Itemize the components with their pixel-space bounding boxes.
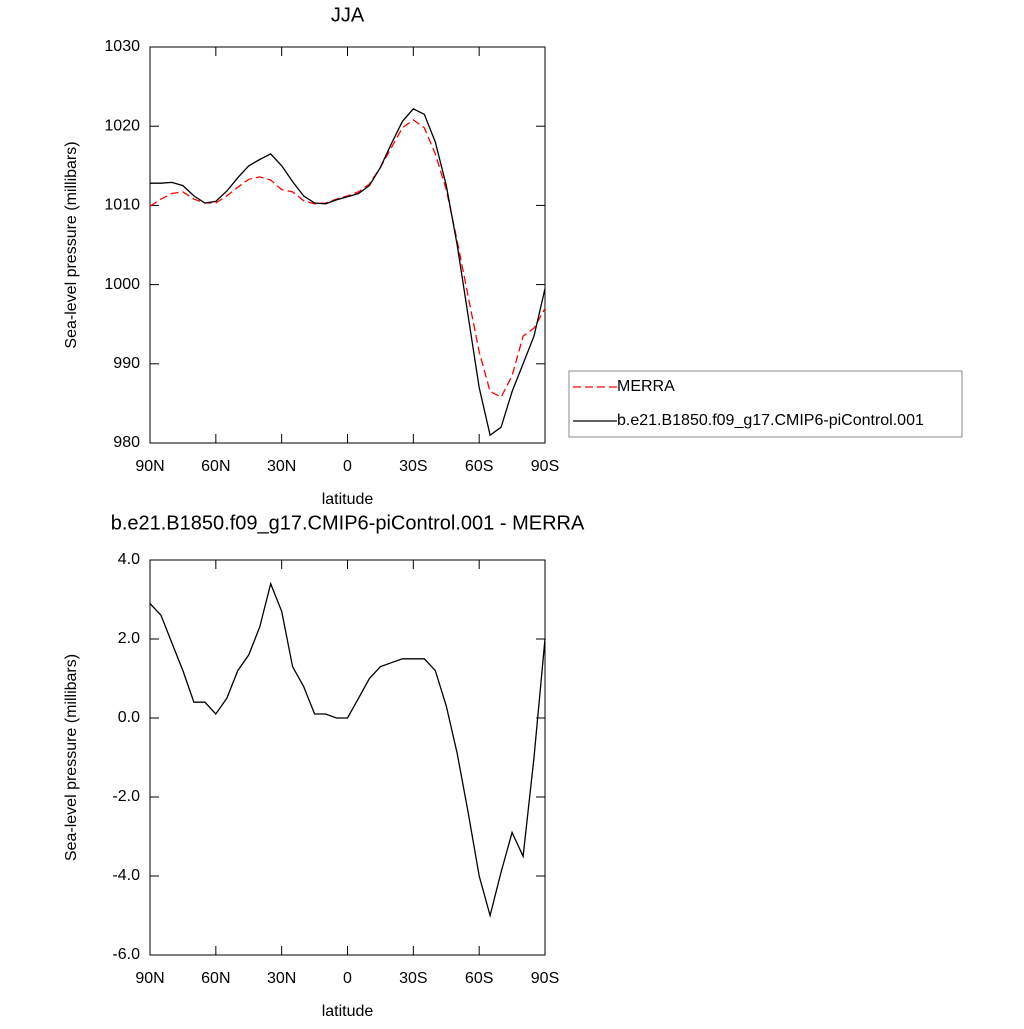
chart-title: b.e21.B1850.f09_g17.CMIP6-piControl.001 … (111, 512, 585, 534)
y-tick-label: 1020 (104, 117, 140, 134)
x-tick-label: 30N (267, 458, 296, 475)
x-tick-label: 60S (465, 458, 493, 475)
data-line (149, 119, 546, 398)
x-tick-label: 60S (465, 970, 493, 987)
x-tick-label: 30S (399, 970, 427, 987)
y-tick-label: 1030 (104, 38, 140, 55)
data-line (149, 581, 546, 919)
x-tick-label: 90S (531, 970, 559, 987)
y-tick-label: 4.0 (118, 551, 140, 568)
y-tick-label: 0.0 (118, 709, 140, 726)
y-tick-label: 1000 (104, 276, 140, 293)
x-tick-label: 90N (135, 970, 164, 987)
x-tick-label: 90S (531, 458, 559, 475)
x-axis-label: latitude (322, 491, 374, 508)
y-tick-label: -6.0 (112, 946, 140, 963)
y-tick-label: 990 (113, 355, 140, 372)
plot-frame (149, 559, 546, 956)
x-tick-label: 30S (399, 458, 427, 475)
y-tick-label: 1010 (104, 197, 140, 214)
plot-frame (149, 46, 546, 444)
x-tick-label: 30N (267, 970, 296, 987)
x-tick-label: 90N (135, 458, 164, 475)
x-tick-label: 0 (343, 970, 352, 987)
x-tick-label: 0 (343, 458, 352, 475)
legend-box (568, 370, 963, 438)
x-tick-label: 60N (201, 458, 230, 475)
y-tick-label: -2.0 (112, 788, 140, 805)
legend-label: MERRA (617, 378, 675, 395)
x-axis-label: latitude (322, 1003, 374, 1020)
y-tick-label: -4.0 (112, 867, 140, 884)
legend-label: b.e21.B1850.f09_g17.CMIP6-piControl.001 (617, 412, 924, 429)
chart-title: JJA (331, 4, 365, 26)
data-line (150, 107, 546, 437)
y-tick-label: 2.0 (118, 630, 140, 647)
y-axis-label: Sea-level pressure (millibars) (63, 654, 80, 861)
y-tick-label: 980 (113, 434, 140, 451)
y-axis-label: Sea-level pressure (millibars) (63, 141, 80, 348)
x-tick-label: 60N (201, 970, 230, 987)
